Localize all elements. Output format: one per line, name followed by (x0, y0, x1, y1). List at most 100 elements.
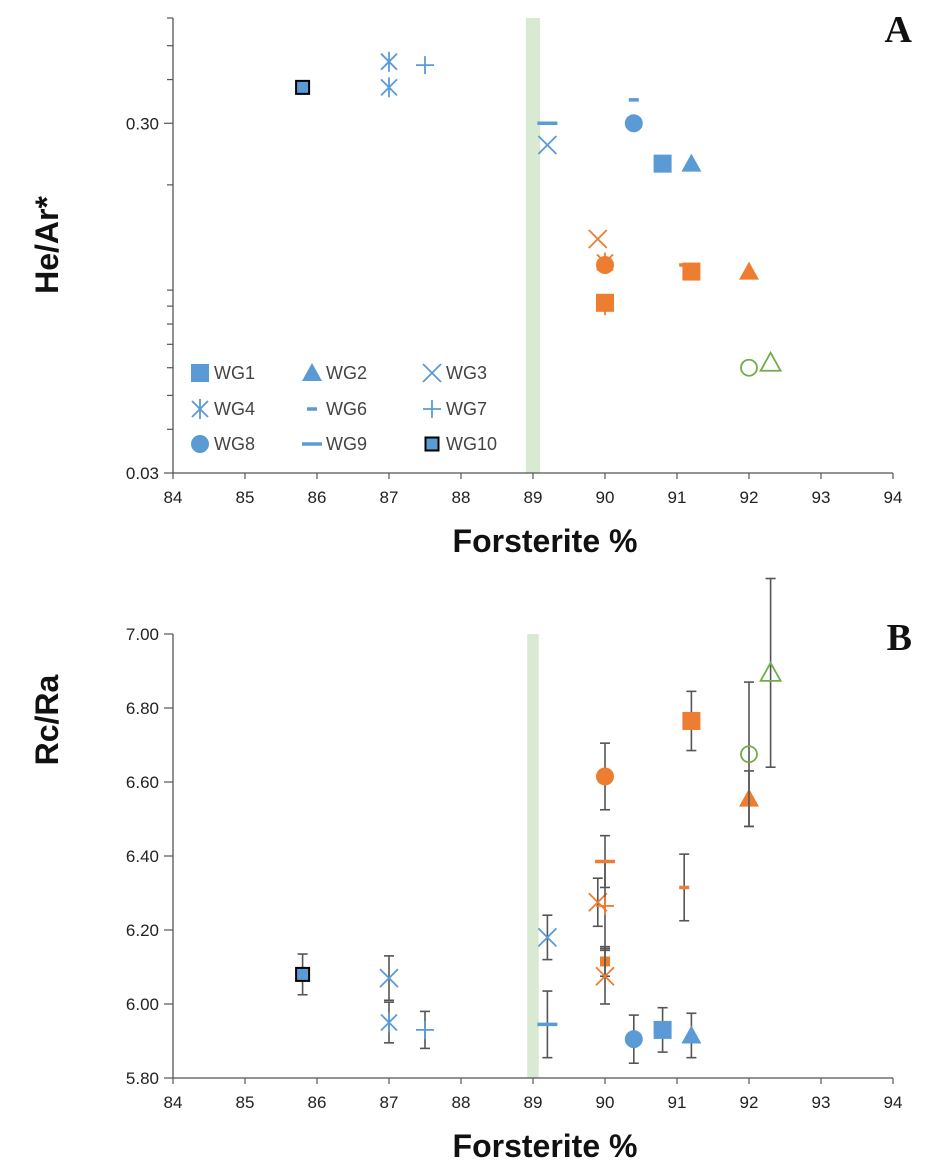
data-point-wg3 (537, 135, 558, 155)
legend-label: WG9 (326, 434, 367, 454)
x-tick-label: 85 (236, 1093, 255, 1112)
legend-marker (423, 400, 441, 418)
data-point-wg2 (681, 153, 702, 172)
data-point-wg8 (624, 114, 643, 133)
x-tick-label: 88 (452, 488, 471, 507)
legend-label: WG10 (446, 434, 497, 454)
data-point-unlabeled (759, 660, 783, 682)
y-tick-label: 6.80 (126, 699, 159, 718)
y-tick-label: 6.20 (126, 921, 159, 940)
error-bar (744, 681, 754, 828)
axes-a: 84 85 86 87 88 89 90 91 92 93 94 0.03 0.30 (126, 17, 903, 507)
legend-item-wg7: WG7 (423, 399, 487, 419)
data-point-wg4 (380, 1012, 398, 1033)
points-a (295, 51, 783, 377)
y-tick-label: 0.03 (126, 464, 159, 483)
y-tick-label: 7.00 (126, 625, 159, 644)
legend-item-wg8: WG8 (191, 434, 255, 454)
legend-label: WG7 (446, 399, 487, 419)
data-point-unlabeled (759, 350, 783, 372)
y-tick-label: 6.00 (126, 995, 159, 1014)
x-tick-label: 87 (380, 1093, 399, 1112)
x-axis-label-b: Forsterite % (453, 1128, 638, 1164)
data-point-wg2 (681, 1025, 702, 1044)
reference-band-a (525, 18, 541, 473)
data-point-unlabeled (740, 358, 758, 377)
legend-item-wg2: WG2 (302, 363, 367, 383)
x-tick-label: 88 (452, 1093, 471, 1112)
x-tick-label: 93 (812, 488, 831, 507)
x-tick-label: 92 (740, 1093, 759, 1112)
reference-band-b (527, 634, 539, 1078)
legend-marker (191, 435, 209, 453)
points-b (295, 577, 783, 1064)
data-point-wg8 (624, 1030, 643, 1049)
legend-item-wg6: WG6 (307, 399, 367, 419)
legend-item-wg4: WG4 (191, 399, 255, 419)
x-tick-label: 90 (596, 488, 615, 507)
legend-label: WG8 (214, 434, 255, 454)
legend-label: WG3 (446, 363, 487, 383)
y-tick-label: 6.60 (126, 773, 159, 792)
data-point-wg1 (682, 711, 701, 730)
legend-label: WG4 (214, 399, 255, 419)
x-tick-label: 86 (308, 488, 327, 507)
legend-item-wg3: WG3 (422, 363, 487, 383)
x-tick-label: 94 (884, 488, 903, 507)
data-point-wg2 (739, 261, 759, 280)
legend-label: WG6 (326, 399, 367, 419)
legend: WG1 WG2 WG3 WG4 WG6 WG7 WG8 WG9 WG10 (191, 363, 497, 454)
x-tick-label: 87 (380, 488, 399, 507)
legend-marker (424, 436, 440, 452)
data-point-wg7 (416, 56, 434, 75)
panel-b: 84 85 86 87 88 89 90 91 92 93 94 5.80 6.00 6.20 6.40 6.… (29, 577, 912, 1164)
data-point-unlabeled (740, 745, 758, 764)
data-point-wg3 (595, 966, 615, 986)
data-point-wg3 (537, 927, 558, 948)
panel-label-b: B (887, 617, 912, 659)
legend-marker (302, 363, 322, 381)
data-point-wg10 (295, 79, 311, 95)
y-axis-label-b: Rc/Ra (29, 674, 65, 765)
data-point-wg1 (653, 154, 672, 173)
legend-label: WG2 (326, 363, 367, 383)
data-point-wg3 (588, 229, 608, 249)
data-point-wg4 (380, 77, 398, 98)
data-point-wg4 (380, 51, 398, 72)
x-tick-label: 93 (812, 1093, 831, 1112)
x-tick-label: 84 (164, 488, 183, 507)
legend-item-wg9: WG9 (302, 434, 367, 454)
legend-item-wg1: WG1 (191, 363, 255, 383)
data-point-wg7 (596, 896, 614, 915)
x-tick-label: 90 (596, 1093, 615, 1112)
x-axis-label-a: Forsterite % (453, 523, 638, 559)
data-point-wg8 (596, 255, 614, 274)
x-tick-label: 84 (164, 1093, 183, 1112)
data-point-wg1 (596, 293, 614, 312)
error-bar (765, 577, 776, 769)
data-point-wg1 (653, 1020, 672, 1039)
axes-b: 84 85 86 87 88 89 90 91 92 93 94 5.80 6.00 6.20 6.40 6.… (126, 625, 903, 1112)
y-tick-label: 6.40 (126, 847, 159, 866)
legend-marker (191, 399, 209, 419)
y-axis-label-a: He/Ar* (29, 196, 65, 294)
legend-marker (422, 363, 442, 383)
x-tick-label: 85 (236, 488, 255, 507)
x-tick-label: 89 (524, 488, 543, 507)
x-tick-label: 94 (884, 1093, 903, 1112)
data-point-wg1 (682, 262, 701, 281)
x-tick-label: 91 (668, 488, 687, 507)
data-point-wg3 (588, 892, 608, 912)
legend-marker (191, 364, 209, 382)
data-point-wg7 (416, 1020, 434, 1039)
y-tick-label: 0.30 (126, 114, 159, 133)
x-tick-label: 89 (524, 1093, 543, 1112)
legend-item-wg10: WG10 (424, 434, 497, 454)
x-tick-label: 91 (668, 1093, 687, 1112)
panel-label-a: A (885, 9, 913, 51)
panel-a: 84 85 86 87 88 89 90 91 92 93 94 0.03 0.30 WG1 WG2 WG3… (29, 9, 913, 559)
data-point-wg3 (379, 968, 399, 988)
data-point-wg10 (295, 966, 311, 982)
y-tick-label: 5.80 (126, 1069, 159, 1088)
